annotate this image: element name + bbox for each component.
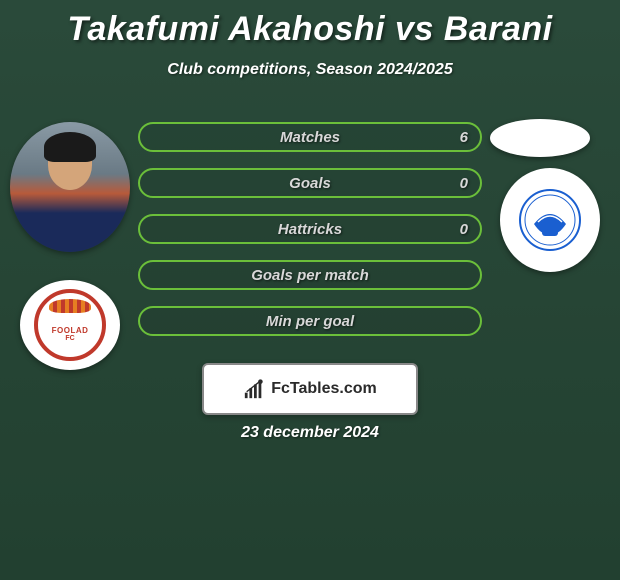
stat-row: Min per goal — [138, 306, 482, 336]
comparison-title: Takafumi Akahoshi vs Barani — [0, 0, 620, 49]
stat-row: Hattricks 0 — [138, 214, 482, 244]
stat-row: Goals 0 — [138, 168, 482, 198]
club-left-badge: FOOLAD FC — [20, 280, 120, 370]
stat-right-value: 6 — [460, 129, 468, 146]
fctables-logo-icon — [243, 378, 265, 400]
badge-left-fc: FC — [65, 335, 74, 342]
badge-left-name: FOOLAD — [52, 326, 89, 335]
date-text: 23 december 2024 — [0, 424, 620, 442]
player-right-avatar — [490, 119, 590, 157]
stats-container: Matches 6 Goals 0 Hattricks 0 Goals per … — [138, 122, 482, 352]
player-left-avatar — [10, 122, 130, 252]
stat-label: Hattricks — [278, 221, 342, 238]
stat-label: Goals per match — [251, 267, 369, 284]
season-subtitle: Club competitions, Season 2024/2025 — [0, 61, 620, 79]
foolad-badge-icon: FOOLAD FC — [34, 289, 106, 361]
brand-card[interactable]: FcTables.com — [202, 363, 418, 415]
stat-label: Min per goal — [266, 313, 354, 330]
club-right-badge — [500, 168, 600, 272]
stat-row: Goals per match — [138, 260, 482, 290]
stat-right-value: 0 — [460, 221, 468, 238]
club-right-badge-icon — [514, 184, 586, 256]
stat-label: Matches — [280, 129, 340, 146]
stat-label: Goals — [289, 175, 331, 192]
stat-row: Matches 6 — [138, 122, 482, 152]
stat-right-value: 0 — [460, 175, 468, 192]
brand-text: FcTables.com — [271, 380, 377, 398]
